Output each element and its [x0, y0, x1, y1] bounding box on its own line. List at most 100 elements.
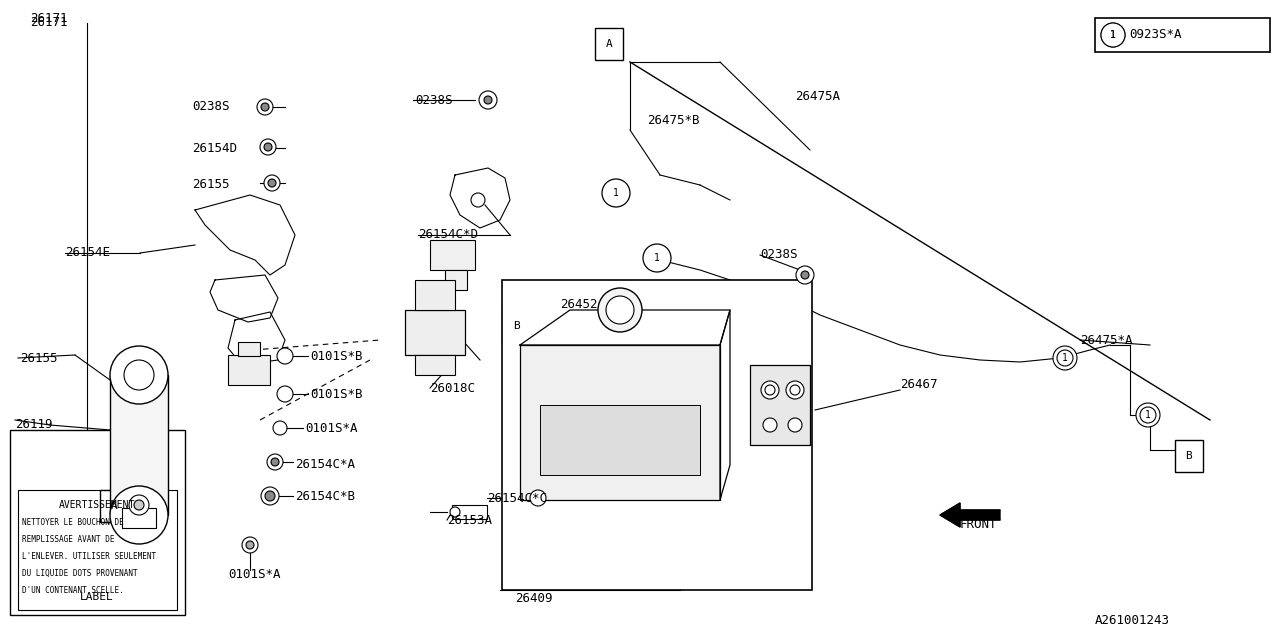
Polygon shape [228, 312, 285, 365]
Text: LABEL: LABEL [81, 592, 114, 602]
Bar [18, 490, 177, 610]
Text: AVERTISSEMENT: AVERTISSEMENT [59, 500, 136, 510]
Text: 26409: 26409 [515, 591, 553, 605]
Circle shape [479, 91, 497, 109]
Circle shape [273, 421, 287, 435]
Circle shape [246, 541, 253, 549]
Circle shape [242, 537, 259, 553]
Circle shape [451, 507, 460, 517]
Text: 0101S*A: 0101S*A [228, 568, 280, 582]
Text: 1: 1 [654, 253, 660, 263]
Polygon shape [520, 310, 730, 345]
Circle shape [801, 271, 809, 279]
Circle shape [110, 346, 168, 404]
Bar [502, 280, 812, 590]
Circle shape [268, 454, 283, 470]
Text: 0101S*B: 0101S*B [310, 387, 362, 401]
Text: 26452: 26452 [561, 298, 598, 312]
Text: 26155: 26155 [20, 351, 58, 365]
Circle shape [134, 500, 143, 510]
Text: 0238S: 0238S [192, 100, 229, 113]
Text: 26475A: 26475A [795, 90, 840, 104]
Bar [238, 342, 260, 356]
Circle shape [602, 179, 630, 207]
Bar [122, 508, 156, 528]
Bar [100, 490, 128, 522]
Circle shape [471, 193, 485, 207]
Bar [404, 310, 465, 355]
Circle shape [1057, 350, 1073, 366]
Text: 1: 1 [1110, 30, 1116, 40]
Text: 1: 1 [1062, 353, 1068, 363]
Bar [445, 270, 467, 290]
Bar [750, 365, 810, 445]
Circle shape [129, 495, 148, 515]
Text: A261001243: A261001243 [1094, 614, 1170, 627]
Text: 26119: 26119 [15, 419, 52, 431]
Bar [415, 355, 454, 375]
Bar [110, 375, 168, 515]
Text: 26154C*A: 26154C*A [294, 458, 355, 470]
Bar [1094, 18, 1270, 52]
Text: 26154C*D: 26154C*D [419, 228, 477, 241]
Circle shape [762, 381, 780, 399]
Circle shape [765, 385, 774, 395]
Circle shape [261, 103, 269, 111]
Circle shape [276, 348, 293, 364]
Polygon shape [210, 275, 278, 322]
Text: 26018C: 26018C [430, 381, 475, 394]
Polygon shape [451, 168, 509, 228]
Circle shape [1101, 23, 1125, 47]
Bar [430, 240, 475, 270]
Bar [1175, 440, 1203, 472]
Bar [520, 345, 719, 500]
Bar [595, 28, 623, 60]
Text: 26154D: 26154D [192, 141, 237, 154]
Circle shape [530, 490, 547, 506]
Polygon shape [940, 503, 1000, 527]
Circle shape [788, 418, 803, 432]
Text: 26171: 26171 [29, 12, 68, 24]
Text: D'UN CONTENANT SCELLE.: D'UN CONTENANT SCELLE. [22, 586, 124, 595]
Text: 26467: 26467 [900, 378, 937, 392]
Circle shape [1140, 407, 1156, 423]
Circle shape [796, 266, 814, 284]
Bar [10, 430, 186, 615]
Text: NETTOYER LE BOUCHON DE: NETTOYER LE BOUCHON DE [22, 518, 124, 527]
Circle shape [261, 487, 279, 505]
Circle shape [110, 486, 168, 544]
Text: 26153A: 26153A [447, 513, 492, 527]
Circle shape [598, 288, 643, 332]
Circle shape [1053, 346, 1076, 370]
Text: 1: 1 [1110, 30, 1116, 40]
Text: 26155: 26155 [192, 179, 229, 191]
Circle shape [604, 181, 628, 205]
Text: 1: 1 [613, 188, 620, 198]
Text: 26475*B: 26475*B [646, 113, 699, 127]
Text: 26171: 26171 [29, 17, 68, 29]
Text: L'ENLEVER. UTILISER SEULEMENT: L'ENLEVER. UTILISER SEULEMENT [22, 552, 156, 561]
Text: 1: 1 [1146, 410, 1151, 420]
Text: DU LIQUIDE DOTS PROVENANT: DU LIQUIDE DOTS PROVENANT [22, 569, 138, 578]
Text: B: B [512, 321, 520, 331]
Circle shape [124, 360, 154, 390]
Circle shape [763, 418, 777, 432]
Polygon shape [195, 195, 294, 275]
Bar [415, 280, 454, 310]
Circle shape [643, 244, 671, 272]
Text: A: A [605, 39, 612, 49]
Text: FRONT: FRONT [960, 518, 997, 531]
Circle shape [257, 99, 273, 115]
Circle shape [268, 179, 276, 187]
Bar [540, 405, 700, 475]
Text: 0238S: 0238S [415, 93, 453, 106]
Circle shape [265, 491, 275, 501]
Circle shape [1137, 403, 1160, 427]
Text: 26154C*B: 26154C*B [294, 490, 355, 502]
Text: 26475*A: 26475*A [1080, 333, 1133, 346]
Circle shape [271, 458, 279, 466]
Circle shape [605, 296, 634, 324]
Text: 0238S: 0238S [760, 248, 797, 262]
Text: 26154C*C: 26154C*C [486, 492, 547, 504]
Circle shape [264, 175, 280, 191]
